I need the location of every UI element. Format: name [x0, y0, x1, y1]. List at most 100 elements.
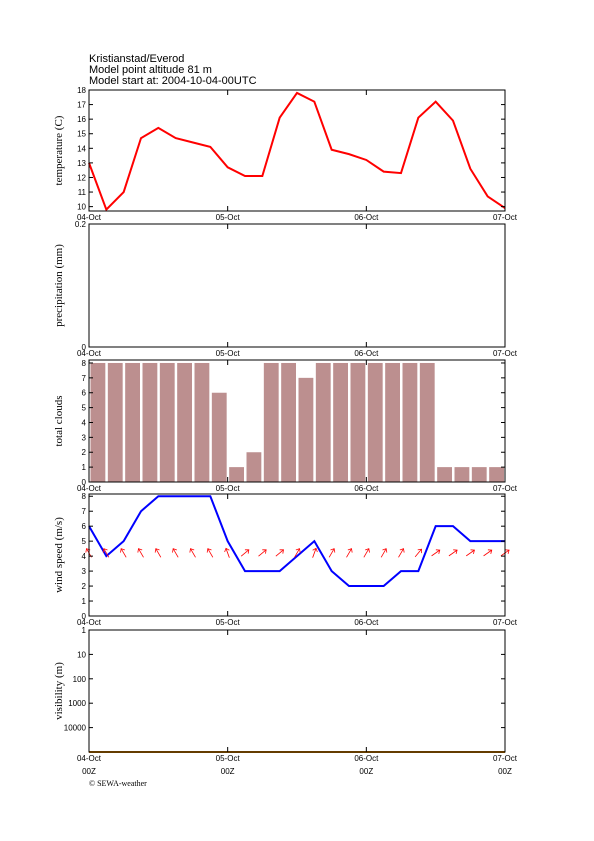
y-axis-label: temperature (C)	[53, 115, 65, 185]
time-label: 00Z	[82, 767, 96, 776]
y-tick-label: 1	[82, 626, 87, 635]
x-tick-label: 04-Oct	[77, 349, 102, 358]
bar	[125, 362, 140, 482]
y-tick-label: 8	[82, 492, 87, 501]
arrow-head	[224, 547, 230, 553]
arrow-shaft	[448, 549, 458, 557]
bar	[419, 362, 435, 482]
x-tick-label: 05-Oct	[216, 213, 241, 222]
arrow-head	[382, 548, 388, 553]
y-axis-label: wind speed (m/s)	[53, 517, 65, 593]
x-tick-label: 06-Oct	[354, 484, 379, 493]
bar	[246, 452, 262, 482]
y-tick-label: 1000	[68, 699, 86, 708]
wind-arrow	[224, 547, 230, 558]
x-tick-label: 07-Oct	[493, 213, 518, 222]
arrow-head	[295, 548, 301, 553]
arrow-shaft	[207, 548, 214, 558]
arrow-shaft	[225, 548, 230, 558]
arrow-head	[330, 548, 336, 553]
y-tick-label: 3	[82, 567, 87, 576]
y-tick-label: 15	[77, 130, 86, 139]
wind-arrow	[172, 548, 179, 558]
arrow-shaft	[312, 548, 317, 558]
arrow-head	[279, 549, 284, 554]
y-tick-label: 11	[78, 188, 87, 197]
bar	[489, 467, 504, 482]
y-axis-label: precipitation (mm)	[53, 244, 65, 327]
data-line	[88, 91, 506, 212]
y-tick-label: 7	[82, 374, 87, 383]
wind-arrow	[102, 548, 110, 558]
y-tick-label: 5	[82, 404, 87, 413]
data-line	[88, 495, 505, 588]
arrow-shaft	[120, 548, 127, 558]
arrow-head	[417, 548, 422, 554]
arrow-head	[505, 549, 510, 555]
arrow-shaft	[172, 548, 179, 558]
arrow-head	[312, 547, 318, 553]
x-tick-label: 06-Oct	[354, 754, 379, 763]
y-tick-label: 0	[82, 478, 87, 487]
wind-arrow	[414, 548, 422, 558]
y-tick-label: 1	[82, 597, 87, 606]
bar	[194, 362, 210, 482]
wind-arrow	[189, 548, 196, 558]
y-tick-label: 12	[77, 173, 86, 182]
y-tick-label: 0.2	[75, 220, 87, 229]
y-tick-label: 17	[77, 101, 86, 110]
plot-frame	[88, 89, 506, 212]
arrow-head	[470, 549, 475, 555]
y-tick-label: 10	[77, 650, 86, 659]
wind-arrow	[120, 548, 127, 558]
wind-arrow	[431, 549, 441, 557]
bar	[281, 362, 296, 482]
arrow-head	[365, 548, 370, 553]
time-label: 00Z	[359, 767, 373, 776]
y-tick-label: 18	[77, 86, 86, 95]
plot-frame	[88, 359, 506, 483]
y-axis-label: visibility (m)	[53, 662, 65, 720]
wind-arrow	[346, 548, 353, 558]
arrow-shaft	[398, 548, 404, 558]
plot-frame	[88, 629, 506, 753]
bar	[298, 377, 314, 482]
arrow-head	[435, 549, 441, 555]
arrow-head	[102, 548, 108, 553]
copyright: © SEWA-weather	[89, 779, 147, 788]
y-tick-label: 0	[82, 343, 87, 352]
arrow-shaft	[363, 548, 370, 558]
bar	[333, 362, 348, 482]
arrow-head	[137, 548, 143, 553]
arrow-head	[244, 549, 250, 554]
x-tick-label: 06-Oct	[354, 213, 379, 222]
x-tick-label: 05-Oct	[216, 484, 241, 493]
bar	[402, 362, 418, 482]
y-tick-label: 1	[82, 463, 87, 472]
x-tick-label: 05-Oct	[216, 618, 241, 627]
arrow-head	[487, 549, 493, 555]
x-tick-label: 07-Oct	[493, 754, 518, 763]
model-start: Model start at: 2004-10-04-00UTC	[89, 75, 257, 87]
wind-arrow	[483, 549, 493, 557]
arrow-head	[453, 549, 458, 555]
arrow-head	[172, 548, 177, 553]
y-tick-label: 5	[82, 537, 87, 546]
bar	[454, 467, 470, 482]
y-tick-label: 0	[82, 612, 87, 621]
x-tick-label: 05-Oct	[216, 349, 241, 358]
arrow-shaft	[155, 548, 162, 558]
arrow-shaft	[103, 548, 110, 558]
x-tick-label: 06-Oct	[354, 349, 379, 358]
time-label: 00Z	[498, 767, 512, 776]
wind-arrow	[258, 549, 267, 557]
x-tick-label: 04-Oct	[77, 754, 102, 763]
bar	[107, 362, 123, 482]
y-tick-label: 6	[82, 522, 87, 531]
arrow-shaft	[431, 549, 440, 557]
x-tick-label: 07-Oct	[493, 484, 518, 493]
bar	[367, 362, 383, 482]
arrow-head	[206, 548, 212, 553]
y-tick-label: 6	[82, 389, 87, 398]
bar	[350, 362, 366, 482]
